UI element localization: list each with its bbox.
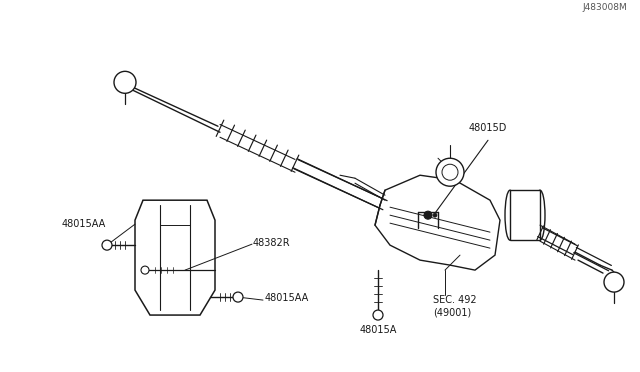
Text: 48015A: 48015A — [359, 325, 397, 335]
Circle shape — [436, 158, 464, 186]
Circle shape — [141, 266, 149, 274]
Ellipse shape — [505, 190, 515, 240]
Text: (49001): (49001) — [433, 307, 471, 317]
Circle shape — [433, 213, 437, 217]
Circle shape — [373, 310, 383, 320]
Text: 48015AA: 48015AA — [62, 219, 106, 229]
Circle shape — [604, 272, 624, 292]
Ellipse shape — [535, 190, 545, 240]
Text: 48382R: 48382R — [253, 238, 291, 248]
Polygon shape — [510, 190, 540, 240]
Circle shape — [233, 292, 243, 302]
Text: 48015D: 48015D — [469, 123, 507, 133]
Polygon shape — [135, 200, 215, 315]
Polygon shape — [375, 175, 500, 270]
Circle shape — [424, 211, 432, 219]
Circle shape — [102, 240, 112, 250]
Circle shape — [114, 71, 136, 93]
Text: J483008M: J483008M — [582, 3, 627, 12]
Text: 48015AA: 48015AA — [265, 293, 309, 303]
Text: SEC. 492: SEC. 492 — [433, 295, 477, 305]
